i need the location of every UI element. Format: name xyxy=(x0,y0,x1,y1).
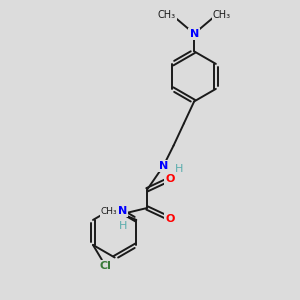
Text: Cl: Cl xyxy=(99,261,111,271)
Text: N: N xyxy=(159,161,168,171)
Text: CH₃: CH₃ xyxy=(158,10,176,20)
Text: N: N xyxy=(118,206,127,216)
Text: O: O xyxy=(165,214,174,224)
Text: CH₃: CH₃ xyxy=(101,207,118,216)
Text: O: O xyxy=(165,174,174,184)
Text: N: N xyxy=(190,29,199,39)
Text: H: H xyxy=(175,164,184,173)
Text: H: H xyxy=(118,221,127,231)
Text: CH₃: CH₃ xyxy=(212,10,231,20)
